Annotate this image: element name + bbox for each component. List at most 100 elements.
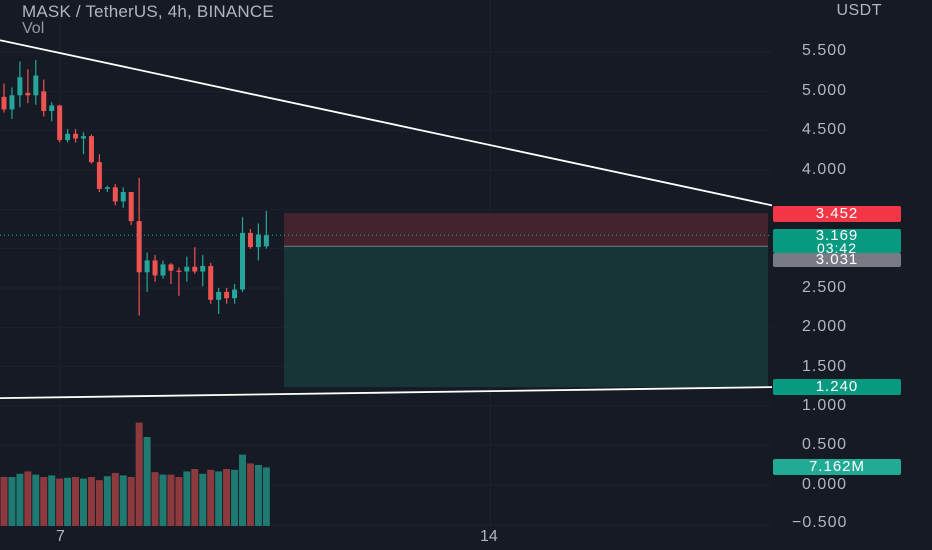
candle-body [33,75,39,96]
candlesticks [1,59,269,316]
price-tick: 2.500 [802,279,848,296]
candle-body [96,162,102,189]
volume-bar [199,473,207,526]
volume-bar [231,469,239,526]
candle-body [247,232,253,248]
volume-bar [64,477,72,526]
candle-body [136,221,142,273]
volume-bar [16,473,24,526]
trendline [0,386,773,400]
candle-body [104,187,110,189]
volume-bar [183,471,191,526]
bar-countdown-label: 03:42 [816,240,858,256]
chart-header: MASK / TetherUS, 4h, BINANCE Vol [22,2,274,38]
volume-bar [143,437,151,526]
price-tick: 4.500 [802,121,848,138]
time-tick: 14 [480,528,498,545]
candle-body [1,96,7,110]
volume-bar [135,422,143,526]
risk-zone [284,213,768,247]
reward-zone [284,246,768,388]
volume-bar [191,469,199,526]
volume-bar [95,480,103,526]
volume-bar [40,477,48,526]
volume-bar [215,471,223,526]
volume-bar [239,454,246,526]
volume-bar [80,478,87,526]
volume-bar [254,465,262,526]
volume-bar [72,477,80,526]
candle-body [232,289,238,299]
volume-bar [103,476,111,526]
candle-body [144,260,150,273]
volume-tick: 0.000 [802,476,848,493]
candle-body [263,235,269,247]
candle-body [57,105,63,141]
candle-body [112,187,118,202]
price-tick: 1.000 [802,397,848,414]
candle-body [224,291,230,299]
time-tick: 7 [56,528,65,545]
volume-bar [151,472,159,526]
volume-tick: −0.500 [792,514,848,531]
price-tick: 5.000 [802,82,848,99]
volume-bar [223,469,231,526]
candle-body [184,266,190,272]
volume-bars [0,422,270,526]
candle-body [41,91,47,111]
price-axis-unit[interactable]: USDT [836,2,882,19]
volume-bar [262,467,270,526]
stop-price-tag[interactable]: 3.452 [773,206,901,222]
candle-body [208,265,214,300]
candle-body [9,95,15,110]
candle-body [88,136,94,163]
current-price-tag[interactable]: 3.169 03:42 [773,227,901,256]
price-tick: 1.500 [802,358,848,375]
candle-body [73,133,79,139]
volume-indicator-label[interactable]: Vol [22,20,45,37]
candle-body [17,77,23,96]
price-tick: 2.000 [802,318,848,335]
volume-bar [48,475,56,526]
candle-body [216,291,222,300]
trendline [0,39,773,207]
volume-value-tag[interactable]: 7.162M [773,459,901,475]
entry-price-tag[interactable]: 3.031 [773,252,901,267]
candle-body [25,92,31,96]
candle-body [192,266,198,272]
volume-bar [127,477,135,526]
candle-body [160,264,166,276]
candle-body [65,133,71,141]
candle-body [152,260,158,276]
volume-bar [167,474,175,526]
volume-bar [111,473,119,526]
volume-tick: 0.500 [802,436,848,453]
current-price-label: 3.169 [815,227,859,244]
candle-body [240,232,245,290]
candle-body [200,265,206,272]
volume-bar [8,477,16,526]
volume-bar [32,474,40,526]
volume-bar [159,474,167,526]
volume-bar [24,471,32,526]
candle-body [120,192,126,202]
volume-bar [246,463,254,526]
volume-bar [56,478,64,526]
volume-bar [175,477,183,526]
short-position-tool[interactable] [284,213,768,388]
candle-body [168,264,174,271]
price-tick: 5.500 [802,42,848,59]
trendlines[interactable] [0,39,773,400]
volume-bar [207,469,215,526]
candle-body [81,136,86,139]
candle-body [49,105,55,111]
symbol-title[interactable]: MASK / TetherUS, 4h, BINANCE [22,2,274,21]
volume-bar [0,477,8,526]
target-price-tag[interactable]: 1.240 [773,379,901,395]
volume-bar [87,477,95,526]
volume-bar [119,475,127,526]
candle-body [176,270,182,272]
candle-body [255,234,261,248]
price-tick: 4.000 [802,161,848,178]
